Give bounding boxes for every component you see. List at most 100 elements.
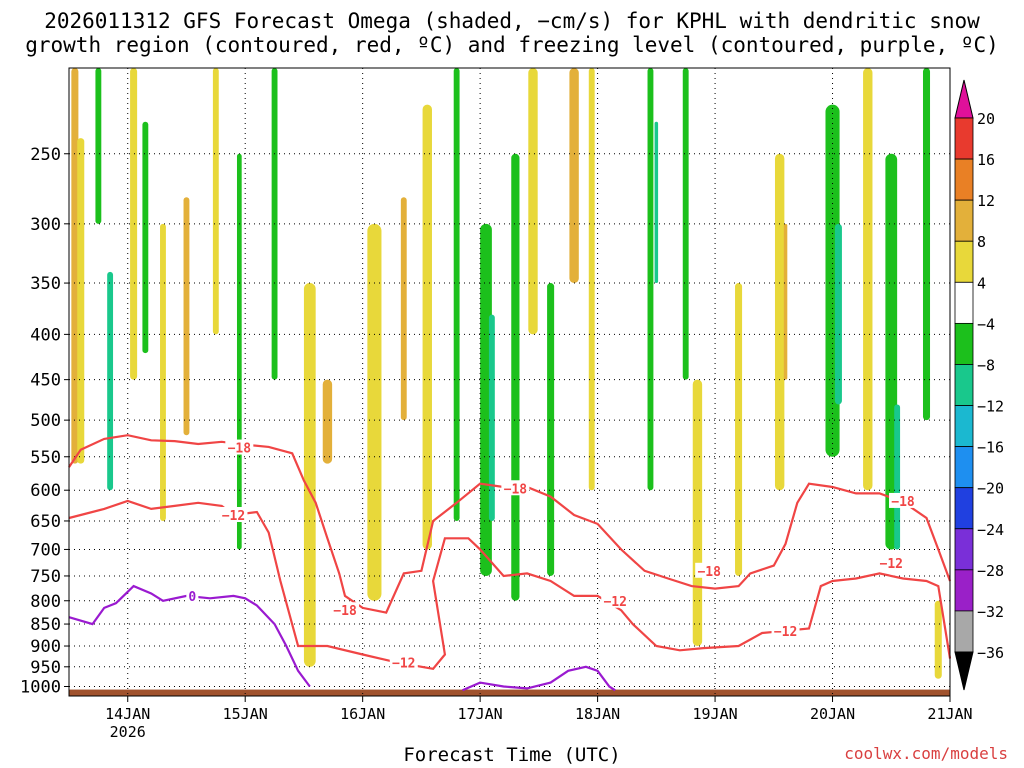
contour-label-1: −12 (222, 509, 245, 524)
y-tick-label-6: 550 (30, 448, 61, 468)
x-tick-label-3: 17JAN (458, 705, 503, 723)
shading-blob-0 (71, 68, 79, 464)
y-tick-label-1: 300 (30, 215, 61, 235)
shading-blob-16 (453, 68, 460, 521)
shading-blob-6 (160, 223, 166, 521)
colorbar-label-13: −36 (977, 644, 1004, 662)
shading-blob-30 (783, 223, 788, 380)
y-tick-label-15: 1000 (20, 678, 61, 698)
contour-label-bg-0 (225, 439, 254, 455)
shading-blob-22 (569, 68, 579, 284)
contour-label-bg-1 (219, 507, 248, 523)
contour-label-5: −12 (603, 595, 626, 610)
y-tick-label-5: 500 (30, 411, 61, 431)
shading-blob-2 (95, 68, 102, 224)
shading-blob-36 (922, 68, 931, 421)
contour-label-bg-6 (695, 562, 724, 578)
y-tick-label-9: 700 (30, 540, 61, 560)
colorbar-band-3 (954, 240, 974, 283)
contour-labels: −18 −12 −18 −12 −18 −12 −18 −12 −18 −12 0 (186, 439, 918, 672)
contour-label-2: −18 (333, 604, 357, 619)
contour-dgz_bottom (68, 499, 952, 670)
shading-blob-11 (303, 283, 316, 667)
x-tick-label-1: 15JAN (223, 705, 268, 723)
colorbar-label-3: 8 (977, 233, 986, 251)
terrain-band (69, 689, 950, 696)
shading-blob-28 (735, 283, 743, 576)
shading-blob-23 (588, 68, 595, 491)
y-tick-label-11: 800 (30, 592, 61, 612)
y-tick-label-14: 950 (30, 658, 61, 678)
contour-label-bg-5 (601, 592, 630, 608)
terrain-fill (69, 689, 950, 696)
x-tick-label-5: 19JAN (692, 705, 737, 723)
shading-blob-5 (142, 121, 149, 354)
x-tick-label-0: 14JAN (105, 705, 150, 723)
y-tick-label-10: 750 (30, 567, 61, 587)
contour-label-bg-8 (889, 492, 918, 508)
colorbar-label-1: 16 (977, 151, 995, 169)
colorbar-label-11: −28 (977, 562, 1004, 580)
shading-blob-7 (183, 197, 190, 436)
contour-label-10: 0 (188, 590, 196, 605)
shading-blob-20 (528, 68, 538, 335)
shading-blob-13 (367, 223, 382, 601)
contour-label-bg-3 (389, 654, 418, 670)
shading-blob-19 (511, 153, 520, 601)
chart-title-line1: 2026011312 GFS Forecast Omega (shaded, −… (44, 9, 980, 33)
shading-blob-26 (682, 68, 689, 380)
shading-blob-15 (422, 104, 432, 550)
shading-blob-33 (863, 68, 873, 491)
colorbar-label-6: −8 (977, 356, 995, 374)
colorbar-band-1 (954, 158, 974, 201)
y-tick-label-2: 350 (30, 274, 61, 294)
contour-label-3: −12 (392, 657, 415, 672)
colorbar-band-7 (954, 405, 974, 448)
colorbar-label-2: 12 (977, 192, 995, 210)
x-tick-label-4: 18JAN (575, 705, 620, 723)
shading-blob-37 (934, 600, 942, 679)
omega-shading (71, 68, 942, 679)
shading-blob-27 (692, 379, 703, 647)
shading-blob-4 (130, 68, 138, 380)
shading-blob-12 (322, 379, 333, 464)
y-tick-label-12: 850 (30, 615, 61, 635)
colorbar-label-8: −16 (977, 439, 1004, 457)
y-tick-label-3: 400 (30, 325, 61, 345)
colorbar-band-8 (954, 446, 974, 489)
y-axis-ticks: 2503003504004505005506006507007508008509… (20, 145, 69, 698)
shading-blob-8 (212, 68, 219, 335)
shading-blob-1 (77, 138, 85, 464)
shading-blob-3 (107, 271, 114, 491)
x-tick-sublabel-0: 2026 (110, 723, 146, 741)
contour-lines (68, 434, 952, 692)
credit-text: coolwx.com/models (844, 744, 1008, 763)
colorbar-label-12: −32 (977, 603, 1004, 621)
shading-blob-24 (647, 68, 654, 491)
colorbar-top-cap (954, 79, 974, 119)
x-axis-label: Forecast Time (UTC) (403, 744, 621, 766)
gridlines (69, 68, 951, 696)
contour-label-4: −18 (504, 482, 528, 497)
contour-freezing_level_2 (462, 665, 616, 692)
y-tick-label-8: 650 (30, 512, 61, 532)
colorbar-label-4: 4 (977, 274, 986, 292)
chart-title-line2: growth region (contoured, red, ºC) and f… (25, 33, 999, 57)
shading-blob-25 (654, 121, 659, 284)
shading-blob-14 (400, 197, 407, 421)
plot-frame (68, 67, 951, 697)
x-tick-label-7: 21JAN (927, 705, 972, 723)
colorbar-label-5: −4 (977, 315, 995, 333)
shading-blob-21 (547, 283, 555, 576)
contour-label-bg-4 (501, 480, 530, 496)
y-tick-label-7: 600 (30, 481, 61, 501)
shading-blob-35 (894, 404, 901, 550)
colorbar-label-9: −20 (977, 480, 1004, 498)
colorbar: 20 16 12 8 4 −4 −8 −12 −16 −20 −24 −28 −32 −36 (954, 79, 1004, 691)
shading-blob-18 (488, 314, 495, 521)
colorbar-band-0 (954, 117, 974, 160)
colorbar-band-11 (954, 569, 974, 612)
colorbar-label-10: −24 (977, 521, 1004, 539)
contour-label-bg-7 (771, 622, 800, 638)
